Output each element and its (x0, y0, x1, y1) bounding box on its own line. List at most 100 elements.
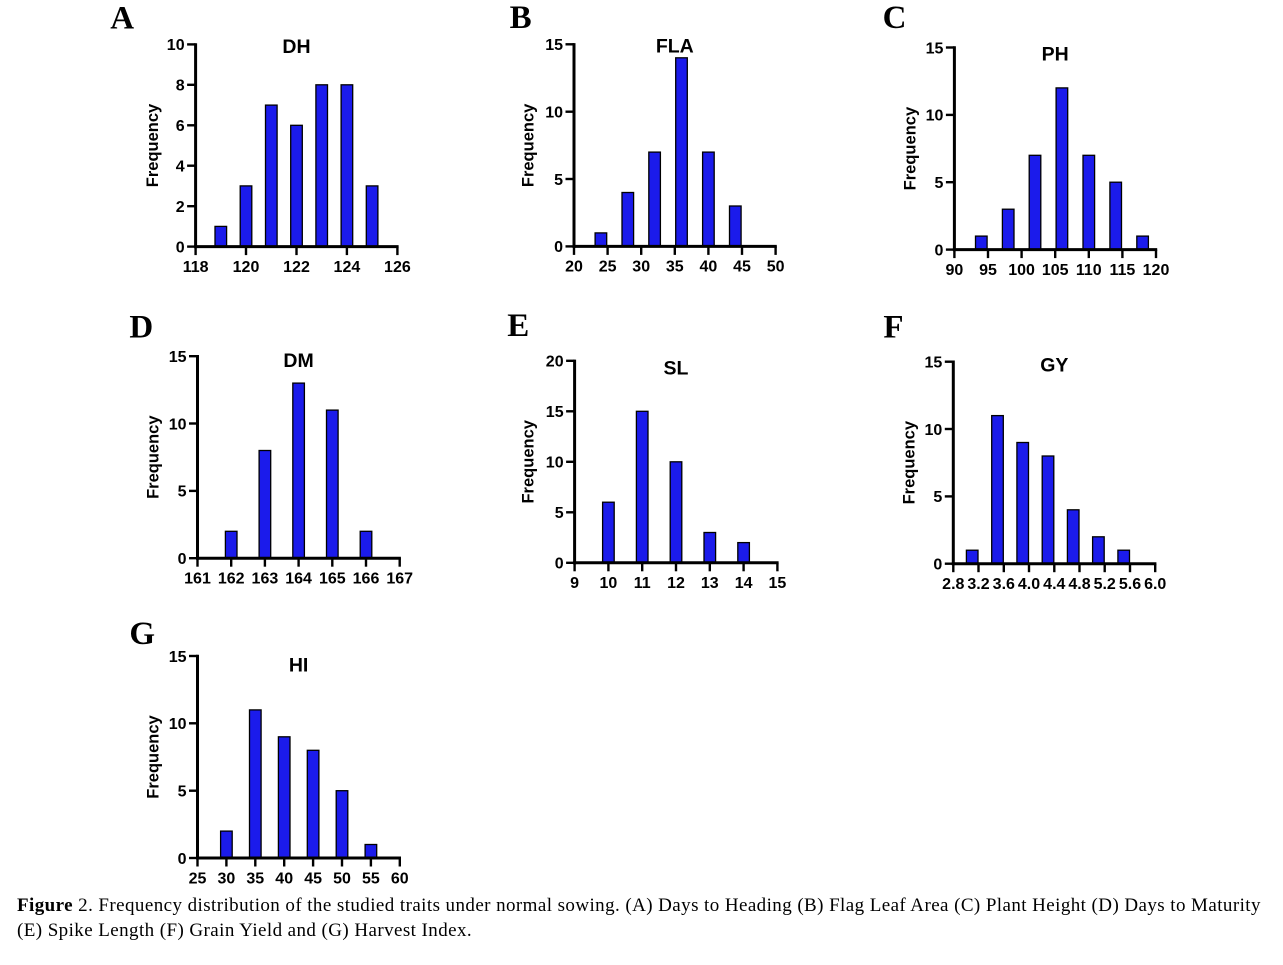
svg-text:5: 5 (178, 484, 187, 501)
svg-text:120: 120 (233, 259, 260, 276)
svg-text:165: 165 (319, 571, 346, 588)
svg-text:0: 0 (178, 551, 187, 568)
svg-text:FLA: FLA (656, 36, 694, 58)
svg-text:B: B (510, 0, 532, 36)
svg-text:11: 11 (634, 575, 651, 592)
svg-text:4.8: 4.8 (1068, 576, 1090, 593)
svg-text:3.6: 3.6 (993, 576, 1015, 593)
svg-text:110: 110 (1076, 262, 1102, 279)
svg-text:25: 25 (599, 259, 617, 276)
svg-text:10: 10 (925, 422, 943, 439)
svg-text:Frequency: Frequency (145, 415, 163, 499)
svg-text:40: 40 (700, 259, 718, 276)
svg-text:55: 55 (362, 870, 380, 887)
svg-text:126: 126 (384, 259, 411, 276)
svg-text:0: 0 (933, 557, 942, 574)
svg-text:DM: DM (283, 350, 313, 372)
svg-text:15: 15 (925, 355, 943, 372)
svg-text:Frequency: Frequency (901, 106, 919, 190)
svg-text:60: 60 (391, 870, 409, 887)
svg-text:50: 50 (767, 259, 785, 276)
svg-text:A: A (110, 1, 134, 37)
svg-text:100: 100 (1008, 262, 1035, 279)
svg-text:15: 15 (169, 649, 187, 666)
svg-text:164: 164 (285, 571, 312, 588)
svg-text:35: 35 (666, 259, 684, 276)
svg-text:10: 10 (545, 105, 563, 122)
svg-text:122: 122 (283, 259, 310, 276)
svg-text:105: 105 (1042, 262, 1069, 279)
svg-text:2: 2 (176, 199, 185, 216)
svg-text:Frequency: Frequency (520, 103, 538, 187)
svg-text:120: 120 (1143, 262, 1170, 279)
svg-text:10: 10 (546, 455, 564, 472)
svg-text:5.2: 5.2 (1094, 576, 1116, 593)
svg-text:0: 0 (178, 851, 187, 868)
svg-text:D: D (129, 310, 153, 346)
svg-text:10: 10 (600, 575, 618, 592)
svg-text:14: 14 (735, 575, 753, 592)
svg-text:E: E (507, 308, 529, 344)
svg-text:6: 6 (176, 118, 185, 135)
svg-text:163: 163 (252, 571, 279, 588)
svg-text:0: 0 (934, 242, 943, 259)
svg-text:10: 10 (167, 37, 185, 54)
svg-text:PH: PH (1042, 44, 1069, 66)
svg-text:GY: GY (1040, 355, 1068, 377)
svg-text:Frequency: Frequency (144, 103, 162, 187)
svg-text:0: 0 (554, 239, 563, 256)
svg-text:162: 162 (218, 571, 245, 588)
svg-text:3.2: 3.2 (967, 576, 989, 593)
svg-text:5: 5 (555, 505, 564, 522)
svg-text:45: 45 (733, 259, 751, 276)
svg-text:Frequency: Frequency (519, 419, 537, 503)
svg-text:4: 4 (176, 159, 185, 176)
svg-text:0: 0 (176, 239, 185, 256)
svg-text:95: 95 (979, 262, 997, 279)
svg-text:167: 167 (386, 571, 413, 588)
svg-text:15: 15 (169, 349, 187, 366)
svg-text:15: 15 (545, 37, 563, 54)
svg-text:2.8: 2.8 (942, 576, 964, 593)
svg-text:115: 115 (1109, 262, 1135, 279)
svg-text:15: 15 (769, 575, 787, 592)
svg-text:35: 35 (246, 870, 264, 887)
svg-text:10: 10 (926, 108, 944, 125)
svg-text:C: C (883, 0, 907, 36)
svg-text:166: 166 (353, 571, 380, 588)
svg-text:HI: HI (289, 655, 309, 677)
svg-text:5: 5 (554, 172, 563, 189)
svg-text:90: 90 (946, 262, 964, 279)
svg-text:12: 12 (667, 575, 685, 592)
svg-text:30: 30 (632, 259, 650, 276)
svg-text:6.0: 6.0 (1144, 576, 1166, 593)
svg-text:124: 124 (334, 259, 361, 276)
svg-text:5: 5 (178, 784, 187, 801)
svg-text:13: 13 (701, 575, 719, 592)
svg-text:25: 25 (189, 870, 207, 887)
svg-text:Frequency: Frequency (145, 714, 163, 798)
svg-text:G: G (129, 616, 155, 652)
svg-text:SL: SL (664, 358, 689, 380)
svg-text:Frequency: Frequency (901, 420, 919, 504)
svg-text:F: F (883, 310, 903, 346)
svg-text:5: 5 (933, 489, 942, 506)
svg-text:9: 9 (570, 575, 579, 592)
svg-text:5: 5 (934, 175, 943, 192)
svg-text:4.0: 4.0 (1018, 576, 1040, 593)
svg-text:30: 30 (218, 870, 236, 887)
svg-text:40: 40 (275, 870, 293, 887)
svg-text:10: 10 (169, 416, 187, 433)
svg-text:45: 45 (304, 870, 322, 887)
svg-text:15: 15 (546, 404, 564, 421)
svg-text:50: 50 (333, 870, 351, 887)
svg-text:DH: DH (282, 36, 310, 58)
svg-text:161: 161 (184, 571, 211, 588)
svg-text:118: 118 (183, 259, 209, 276)
svg-text:10: 10 (169, 716, 187, 733)
svg-text:4.4: 4.4 (1043, 576, 1065, 593)
svg-text:0: 0 (555, 556, 564, 573)
svg-text:8: 8 (176, 78, 185, 95)
svg-text:20: 20 (565, 259, 583, 276)
svg-text:15: 15 (926, 40, 944, 57)
